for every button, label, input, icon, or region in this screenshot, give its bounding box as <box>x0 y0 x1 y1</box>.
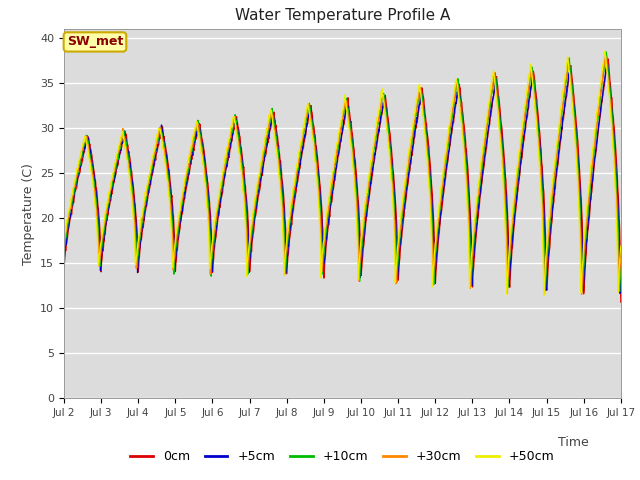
Y-axis label: Temperature (C): Temperature (C) <box>22 163 35 264</box>
Text: SW_met: SW_met <box>67 36 123 48</box>
Legend: 0cm, +5cm, +10cm, +30cm, +50cm: 0cm, +5cm, +10cm, +30cm, +50cm <box>125 445 559 468</box>
Title: Water Temperature Profile A: Water Temperature Profile A <box>235 9 450 24</box>
Text: Time: Time <box>558 436 589 449</box>
